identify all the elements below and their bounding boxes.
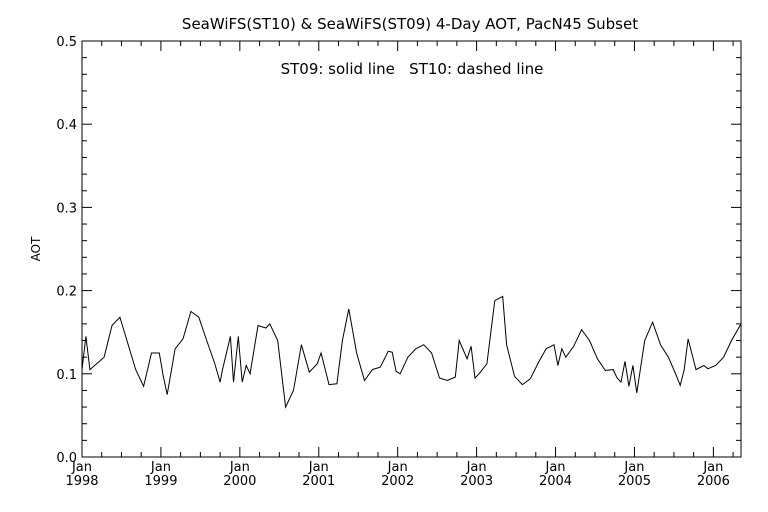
x-tick-month-label: Jan: [623, 460, 644, 475]
x-tick-month-label: Jan: [466, 460, 487, 475]
x-tick-year-label: 2000: [223, 474, 256, 489]
y-tick-label: 0.3: [56, 201, 77, 216]
x-tick-month-label: Jan: [308, 460, 329, 475]
x-tick-month-label: Jan: [150, 460, 171, 475]
x-tick-year-label: 1999: [144, 474, 177, 489]
plot-frame: [81, 40, 742, 458]
x-tick-month-label: Jan: [71, 460, 92, 475]
x-tick-year-label: 2004: [539, 474, 572, 489]
series-line-st09: [81, 295, 742, 409]
y-tick-label: 0.4: [56, 118, 77, 133]
x-tick-year-label: 2003: [460, 474, 493, 489]
x-tick-year-label: 1998: [65, 474, 98, 489]
x-axis-ticks: Jan1998Jan1999Jan2000Jan2001Jan2002Jan20…: [65, 41, 734, 489]
x-tick-month-label: Jan: [387, 460, 408, 475]
series-style-note: ST09: solid line ST10: dashed line: [281, 60, 544, 78]
x-tick-year-label: 2006: [697, 474, 730, 489]
x-tick-month-label: Jan: [545, 460, 566, 475]
series-layer: [81, 295, 742, 409]
x-tick-month-label: Jan: [229, 460, 250, 475]
y-axis-label: AOT: [29, 236, 43, 261]
x-tick-year-label: 2001: [302, 474, 335, 489]
y-tick-label: 0.1: [56, 368, 77, 383]
y-tick-label: 0.2: [56, 285, 77, 300]
y-axis-ticks: 0.0 0.1 0.2 0.3 0.4 0.5: [56, 35, 741, 466]
y-tick-label: 0.5: [56, 35, 77, 50]
x-tick-year-label: 2002: [381, 474, 414, 489]
x-tick-year-label: 2005: [618, 474, 651, 489]
y-tick-label: 0.0: [56, 451, 77, 466]
chart-title: SeaWiFS(ST10) & SeaWiFS(ST09) 4-Day AOT,…: [182, 15, 638, 33]
x-tick-month-label: Jan: [702, 460, 723, 475]
